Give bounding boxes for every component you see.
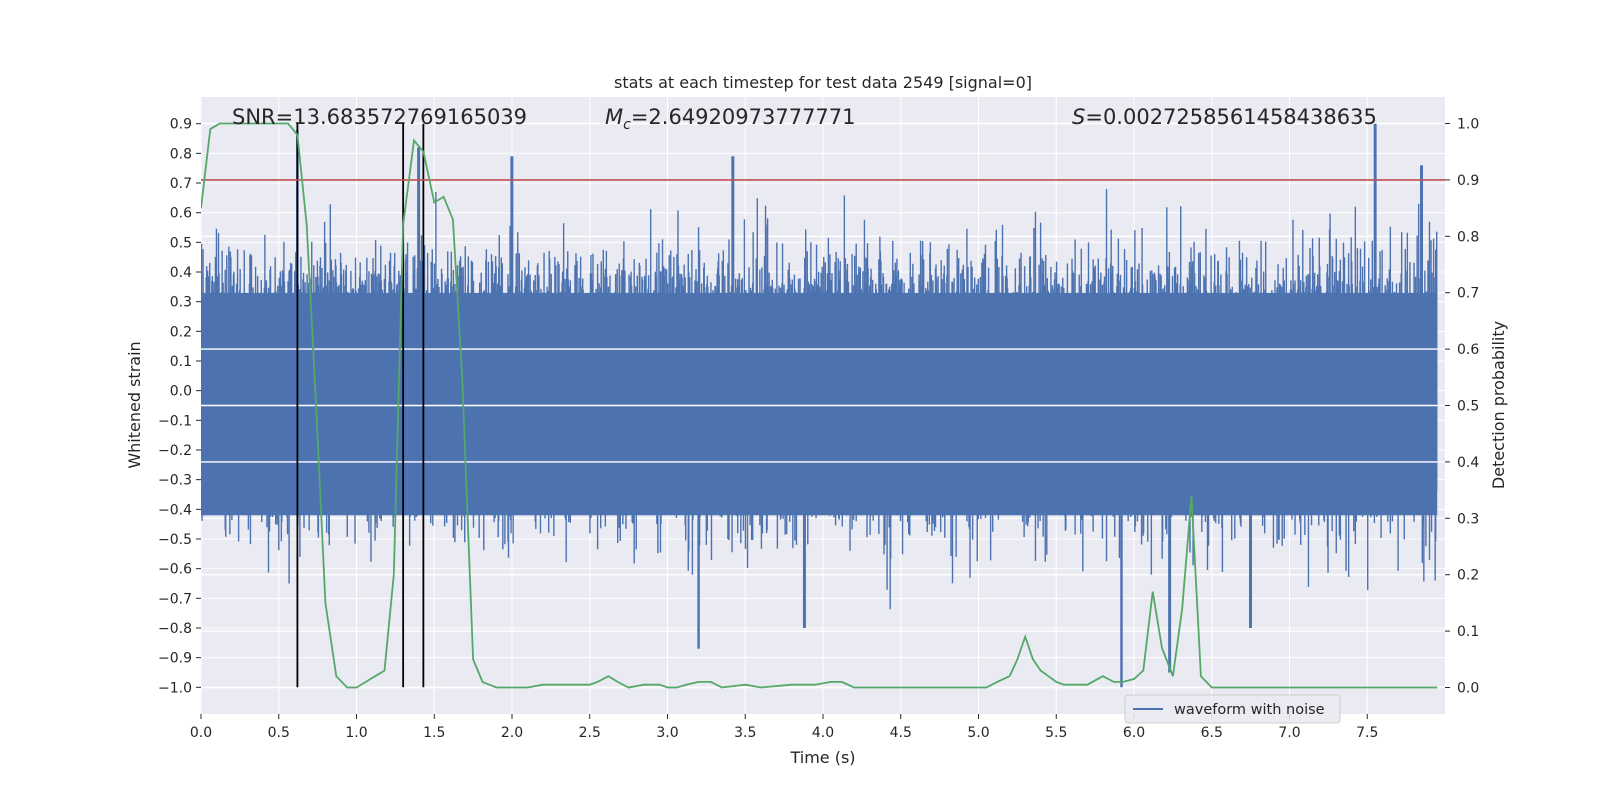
- y-axis-label: Whitened strain: [125, 341, 144, 468]
- y2-tick-label: 0.8: [1457, 229, 1479, 245]
- probability-series: [201, 122, 1438, 689]
- x-tick-label: 5.0: [967, 725, 989, 741]
- y-tick-label: 0.3: [170, 295, 192, 311]
- series-layer: [201, 122, 1445, 689]
- y-tick-label: 0.5: [170, 235, 192, 251]
- y-tick-label: −0.4: [158, 502, 192, 518]
- y-tick-label: 0.0: [170, 384, 192, 400]
- x-tick-label: 7.0: [1278, 725, 1300, 741]
- y-tick-label: −0.5: [158, 532, 192, 548]
- x-tick-label: 4.0: [812, 725, 834, 741]
- x-tick-label: 2.5: [579, 725, 601, 741]
- y2-tick-label: 0.2: [1457, 568, 1479, 584]
- legend: waveform with noise: [1124, 694, 1341, 724]
- y2-tick-label: 1.0: [1457, 117, 1479, 133]
- y-tick-label: −0.3: [158, 473, 192, 489]
- y2-tick-label: 0.6: [1457, 342, 1479, 358]
- x-tick-label: 1.0: [345, 725, 367, 741]
- chart-title: stats at each timestep for test data 254…: [614, 73, 1032, 92]
- x-tick-label: 3.0: [656, 725, 678, 741]
- y-tick-label: 0.2: [170, 324, 192, 340]
- s-annotation: S=0.0027258561458438635: [1072, 105, 1377, 129]
- s-value: =0.0027258561458438635: [1085, 105, 1377, 129]
- y-tick-label: −0.6: [158, 562, 192, 578]
- y2-tick-label: 0.3: [1457, 511, 1479, 527]
- y2-tick-label: 0.5: [1457, 399, 1479, 415]
- x-axis: 0.0 0.5 1.0 1.5 2.0 2.5 3.0 3.5 4.0 4.5 5.0 5.5 6.0 6…: [190, 714, 1378, 741]
- x-tick-label: 1.5: [423, 725, 445, 741]
- x-tick-label: 5.5: [1045, 725, 1067, 741]
- y-tick-label: −0.1: [158, 413, 192, 429]
- legend-box: [1124, 694, 1341, 724]
- y2-tick-label: 0.7: [1457, 286, 1479, 302]
- y2-axis: 1.0 0.9 0.8 0.7 0.6 0.5 0.4 0.3 0.2 0.1 0.0: [1445, 117, 1479, 696]
- y2-axis-label: Detection probability: [1489, 321, 1508, 489]
- y-tick-label: −0.2: [158, 443, 192, 459]
- y-tick-label: 0.8: [170, 146, 192, 162]
- x-tick-label: 0.0: [190, 725, 212, 741]
- y-axis: 0.9 0.8 0.7 0.6 0.5 0.4 0.3 0.2 0.1 0.0 −0.1 −0.2 −0…: [158, 117, 201, 696]
- x-tick-label: 6.0: [1123, 725, 1145, 741]
- s-symbol: S: [1072, 105, 1085, 129]
- y-tick-label: −0.7: [158, 591, 192, 607]
- y-tick-label: −0.9: [158, 651, 192, 667]
- mc-subscript: c: [623, 117, 631, 133]
- mc-annotation: Mc=2.64920973777771: [605, 105, 856, 133]
- x-tick-label: 6.5: [1201, 725, 1223, 741]
- x-axis-label: Time (s): [789, 748, 855, 767]
- snr-annotation: SNR=13.683572769165039: [232, 105, 527, 129]
- waveform-core: [201, 292, 1438, 516]
- y-tick-label: 0.1: [170, 354, 192, 370]
- y-tick-label: 0.4: [170, 265, 192, 281]
- y-tick-label: −0.8: [158, 621, 192, 637]
- x-tick-label: 3.5: [734, 725, 756, 741]
- y-tick-label: 0.7: [170, 176, 192, 192]
- mc-value: =2.64920973777771: [631, 105, 856, 129]
- x-tick-label: 7.5: [1356, 725, 1378, 741]
- y2-tick-label: 0.1: [1457, 624, 1479, 640]
- x-tick-label: 4.5: [890, 725, 912, 741]
- legend-label: waveform with noise: [1174, 702, 1325, 718]
- y2-tick-label: 0.9: [1457, 173, 1479, 189]
- y2-tick-label: 0.4: [1457, 455, 1479, 471]
- mc-symbol: M: [605, 105, 623, 129]
- y-tick-label: −1.0: [158, 680, 192, 696]
- y-tick-label: 0.6: [170, 206, 192, 222]
- x-tick-label: 0.5: [268, 725, 290, 741]
- y2-tick-label: 0.0: [1457, 680, 1479, 696]
- y-tick-label: 0.9: [170, 117, 192, 133]
- x-tick-label: 2.0: [501, 725, 523, 741]
